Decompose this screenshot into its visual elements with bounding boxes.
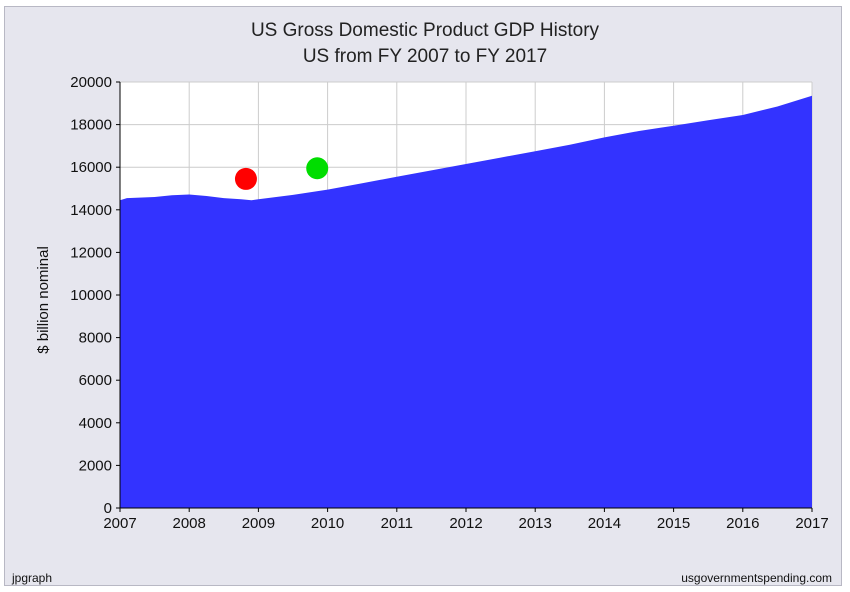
y-tick-label: 8000 (79, 330, 112, 347)
x-tick-label: 2010 (311, 515, 344, 532)
y-axis-label: $ billion nominal (35, 246, 52, 354)
y-axis-ticks: 0 2000 4000 6000 8000 10000 12000 14000 16000 180… (70, 74, 120, 517)
y-tick-label: 14000 (70, 202, 112, 219)
annotation-markers (234, 157, 329, 190)
x-tick-label: 2017 (795, 515, 828, 532)
x-tick-label: 2009 (242, 515, 275, 532)
x-tick-label: 2011 (381, 515, 413, 532)
x-tick-label: 2016 (726, 515, 759, 532)
chart-subtitle: US from FY 2007 to FY 2017 (303, 46, 547, 67)
y-tick-label: 20000 (70, 74, 112, 91)
x-tick-label: 2008 (173, 515, 206, 532)
y-tick-label: 2000 (79, 457, 112, 474)
y-tick-label: 16000 (70, 159, 112, 176)
x-tick-label: 2015 (657, 515, 690, 532)
y-tick-label: 4000 (79, 415, 112, 432)
red-marker (234, 167, 257, 190)
y-tick-label: 18000 (70, 117, 112, 134)
x-tick-label: 2013 (519, 515, 552, 532)
x-tick-label: 2007 (103, 515, 136, 532)
footer-left: jpgraph (11, 571, 52, 585)
x-tick-label: 2014 (588, 515, 621, 532)
y-tick-label: 0 (104, 500, 112, 517)
chart-title: US Gross Domestic Product GDP History (251, 20, 600, 41)
y-tick-label: 6000 (79, 372, 112, 389)
y-tick-label: 10000 (70, 287, 112, 304)
x-tick-label: 2012 (449, 515, 482, 532)
gdp-area-series (120, 95, 812, 509)
green-marker (306, 157, 329, 180)
y-tick-label: 12000 (70, 244, 112, 261)
x-axis-ticks: 2007 2008 2009 2010 2011 2012 2013 2014 2015 2016… (103, 508, 829, 532)
footer-right: usgovernmentspending.com (681, 571, 832, 585)
